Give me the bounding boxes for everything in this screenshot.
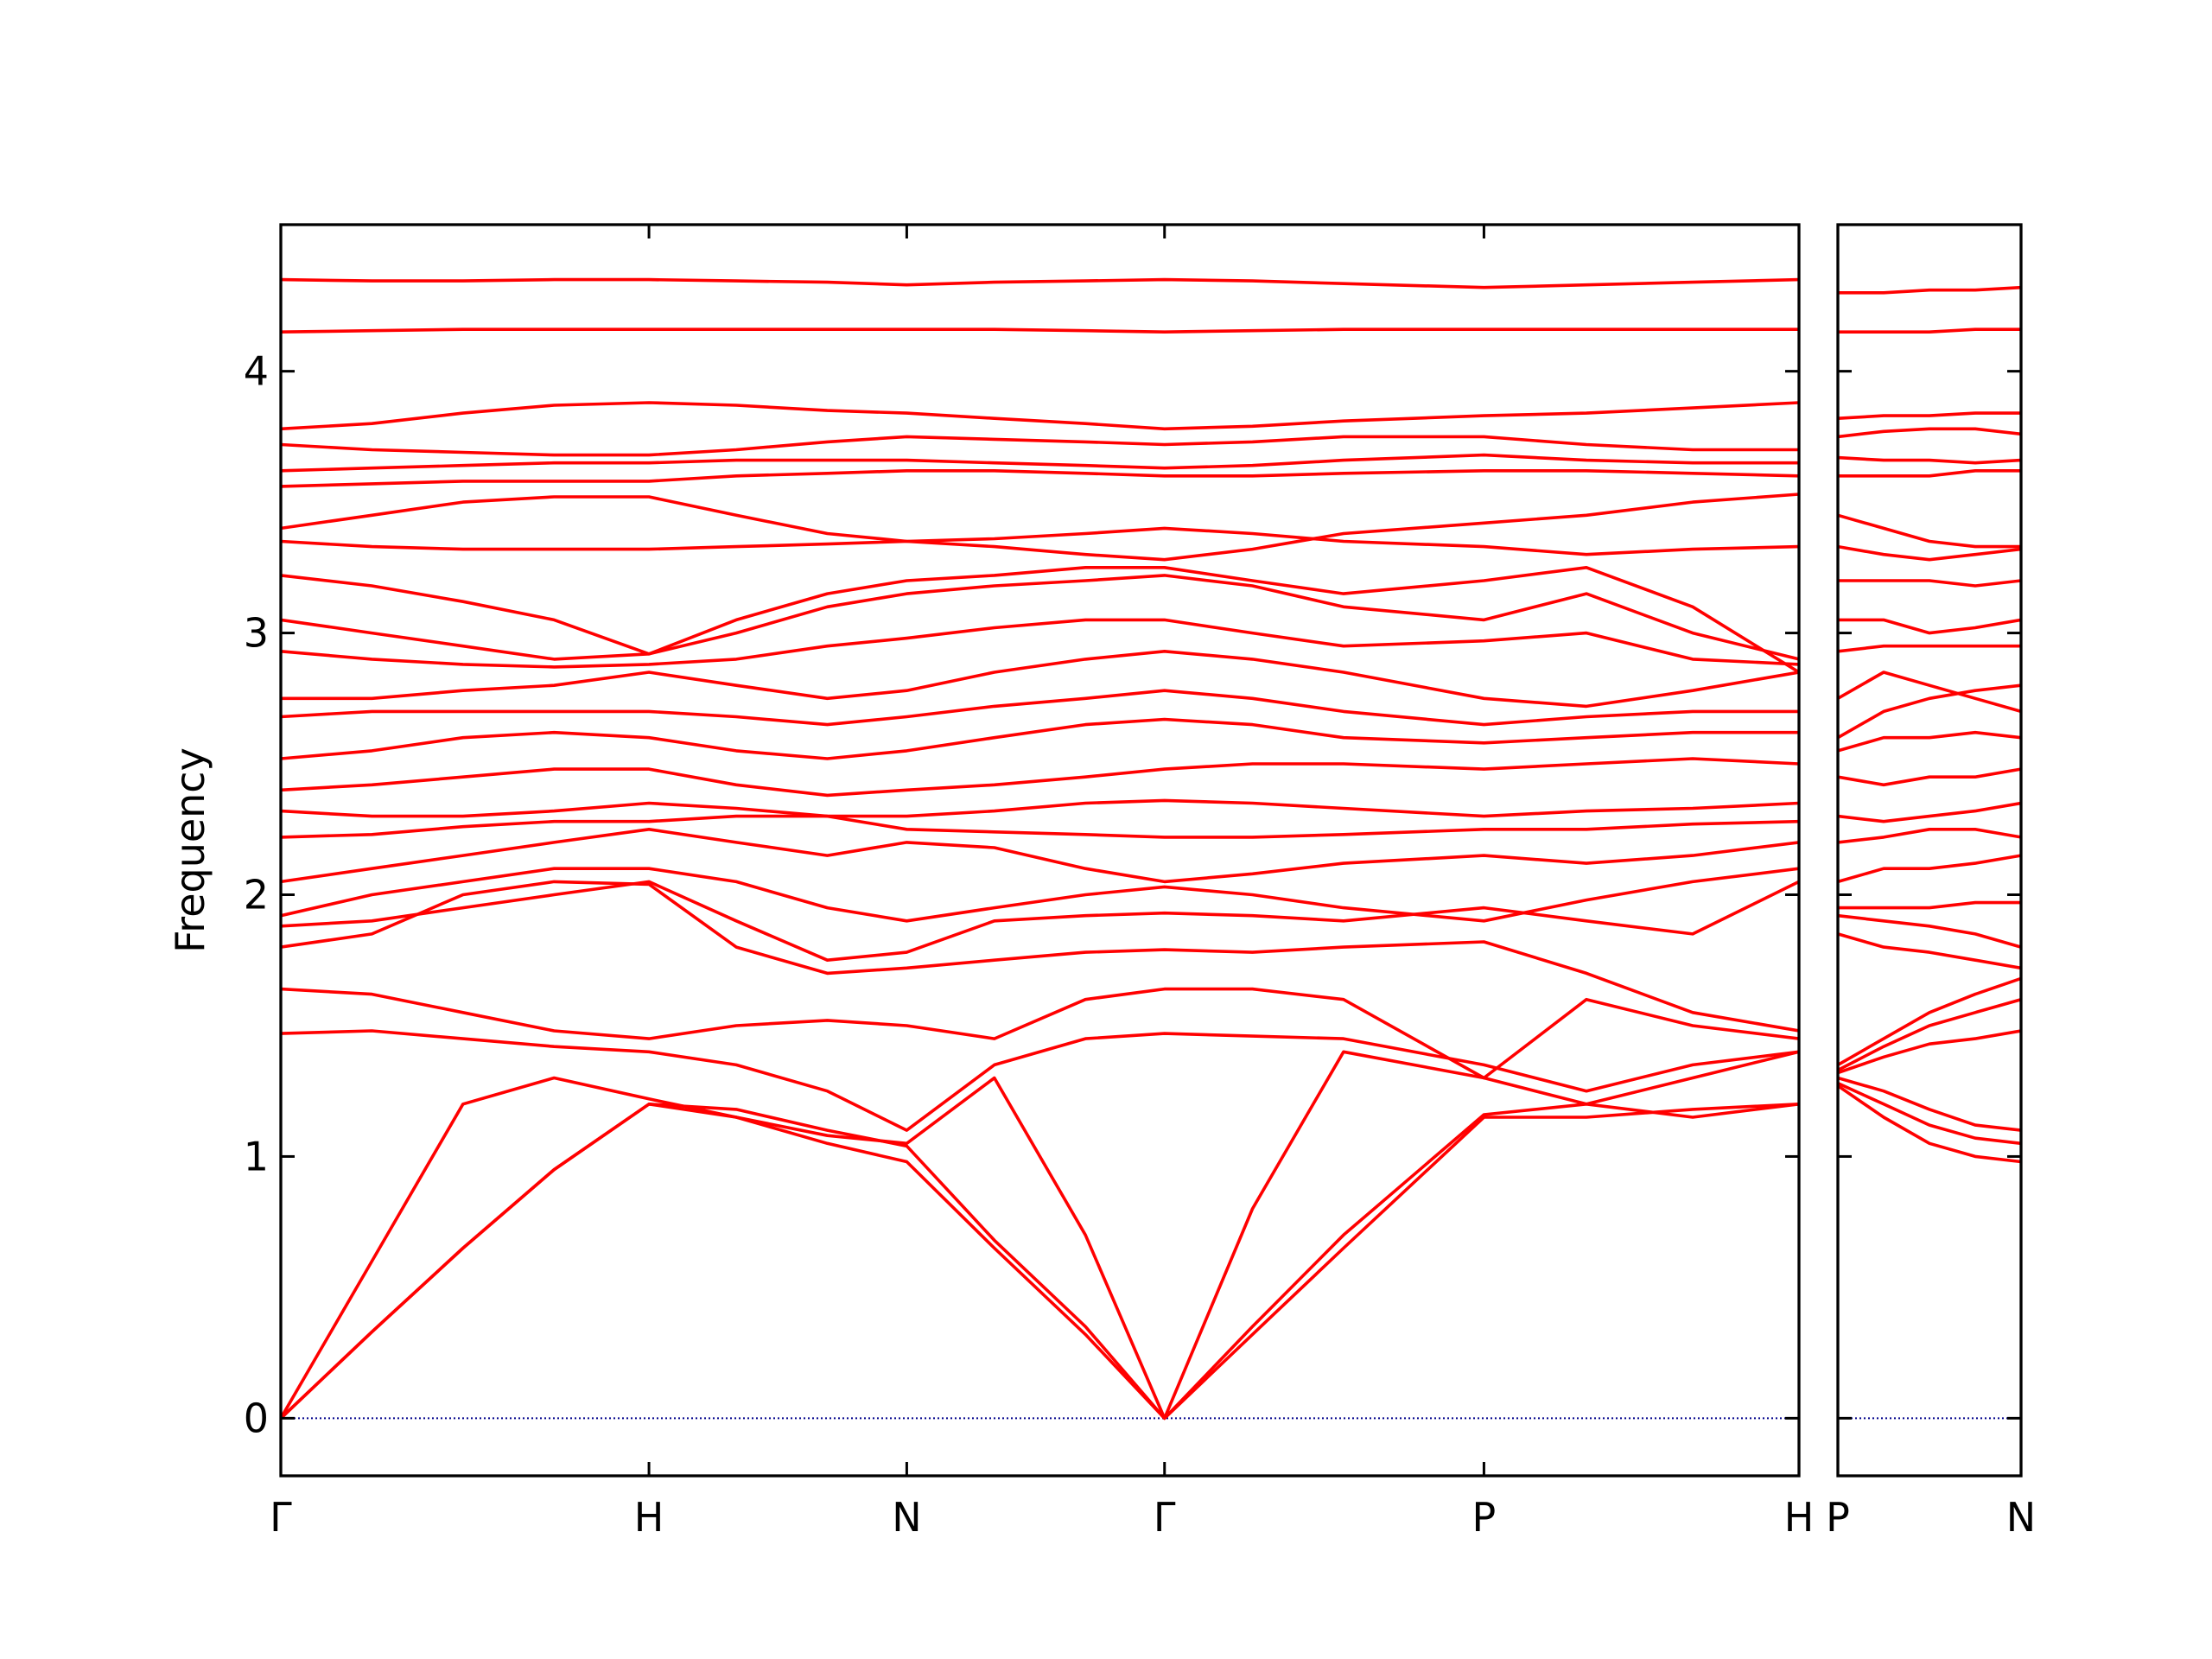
y-tick-label: 2: [244, 871, 269, 918]
panel: 0 1 2 3 4 Γ H N Γ P H Frequency: [167, 223, 1815, 1541]
band-line: [1838, 427, 2021, 439]
x-tick-label: Γ: [270, 1494, 292, 1541]
plot-frame: [1836, 223, 2023, 1478]
y-tick-label: 1: [244, 1133, 269, 1179]
band-line: [281, 650, 1799, 709]
band-line: [1838, 683, 2021, 740]
band-line: [1838, 1076, 2021, 1132]
band-line: [281, 867, 1799, 923]
x-tick-label: N: [892, 1494, 921, 1541]
band-line: [1838, 932, 2021, 970]
band-line: [1838, 455, 2021, 465]
band-line: [1838, 513, 2021, 549]
band-line: [281, 717, 1799, 760]
band-line: [1838, 730, 2021, 753]
band-line: [281, 1029, 1799, 1132]
band-line: [281, 574, 1799, 661]
band-line: [281, 435, 1799, 457]
x-tick-label: H: [634, 1494, 664, 1541]
band-line: [1838, 767, 2021, 787]
band-line: [281, 798, 1799, 818]
y-axis-label: Frequency: [167, 747, 213, 953]
plot-frame: [279, 223, 1801, 1478]
band-line: [1838, 828, 2021, 844]
band-line: [1838, 618, 2021, 635]
band-line: [1838, 854, 2021, 884]
band-line: [1838, 1084, 2021, 1164]
band-line: [1838, 579, 2021, 588]
band-line: [281, 880, 1799, 1033]
x-tick-label: N: [2006, 1494, 2036, 1541]
y-tick-label: 0: [244, 1395, 269, 1441]
band-line: [281, 880, 1799, 962]
band-line: [281, 526, 1799, 556]
x-tick-label: P: [1826, 1494, 1850, 1541]
band-line: [281, 987, 1799, 1080]
band-line: [1838, 1029, 2021, 1075]
x-tick-label: H: [1784, 1494, 1815, 1541]
x-tick-label: P: [1472, 1494, 1497, 1541]
band-line: [281, 1050, 1799, 1421]
y-tick-label: 4: [244, 348, 269, 395]
band-line: [1838, 544, 2021, 562]
band-line: [1838, 644, 2021, 653]
band-line: [1838, 900, 2021, 910]
bands: [1838, 285, 2021, 1164]
band-line: [281, 828, 1799, 884]
band-line: [1838, 469, 2021, 478]
band-line: [281, 814, 1799, 839]
band-line: [281, 327, 1799, 334]
band-line: [1838, 285, 2021, 295]
band-line: [1838, 976, 2021, 1066]
band-line: [281, 277, 1799, 289]
band-line: [281, 566, 1799, 674]
band-line: [281, 453, 1799, 473]
x-tick-label: Γ: [1154, 1494, 1176, 1541]
band-line: [281, 1103, 1799, 1421]
band-line: [1838, 411, 2021, 420]
band-line: [1838, 913, 2021, 949]
band-line: [281, 401, 1799, 431]
band-line: [1838, 671, 2021, 714]
band-line: [1838, 1081, 2021, 1146]
band-line: [281, 618, 1799, 669]
band-line: [281, 469, 1799, 488]
band-line: [281, 689, 1799, 727]
band-line: [281, 1103, 1799, 1421]
bands: [281, 277, 1799, 1421]
band-line: [281, 493, 1799, 562]
band-line: [1838, 801, 2021, 823]
y-tick-label: 3: [244, 610, 269, 657]
band-line: [1838, 327, 2021, 334]
band-line: [1838, 997, 2021, 1072]
band-line: [281, 757, 1799, 798]
